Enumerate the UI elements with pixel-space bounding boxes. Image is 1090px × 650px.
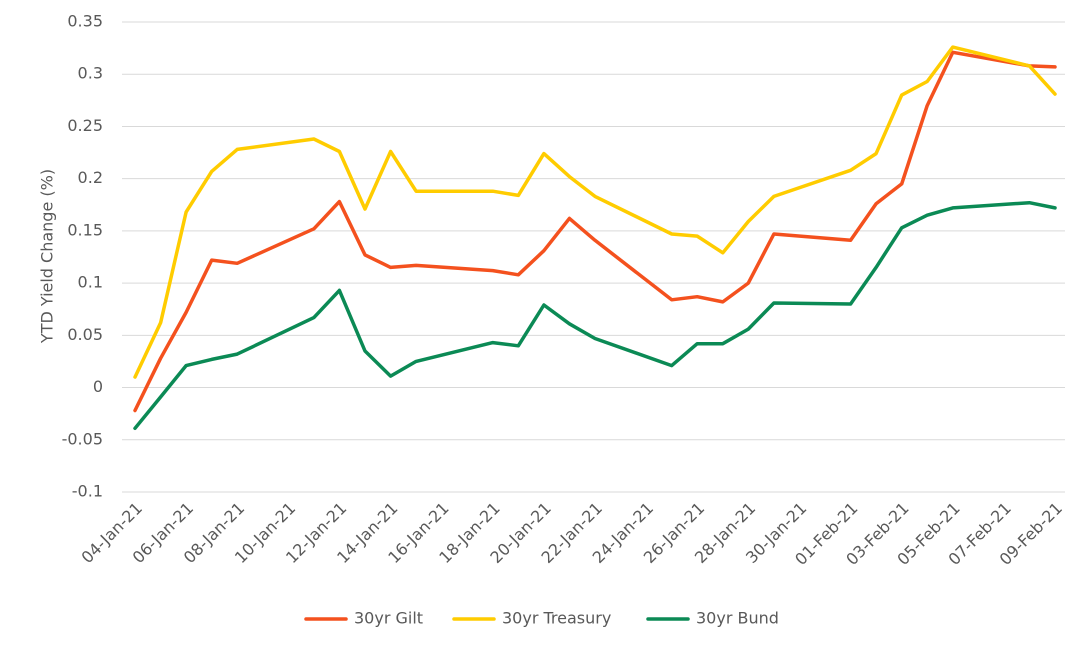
legend-label: 30yr Bund <box>696 609 779 628</box>
y-tick-label: 0.15 <box>67 220 103 239</box>
series-line-30yr-gilt <box>133 50 1057 413</box>
series-line-30yr-treasury <box>133 45 1057 379</box>
legend-label: 30yr Treasury <box>502 609 611 628</box>
y-tick-label: -0.1 <box>72 482 103 501</box>
y-tick-label: 0.35 <box>67 12 103 31</box>
y-tick-label: 0.3 <box>78 64 103 83</box>
x-axis-ticks: 04-Jan-2106-Jan-2108-Jan-2110-Jan-2112-J… <box>78 499 1066 569</box>
y-tick-label: 0.05 <box>67 325 103 344</box>
y-tick-label: 0.2 <box>78 168 103 187</box>
y-tick-label: -0.05 <box>62 429 103 448</box>
series-lines <box>133 45 1057 431</box>
legend-label: 30yr Gilt <box>354 609 423 628</box>
y-axis-ticks: -0.1 -0.05 0 0.05 0.1 0.15 0.2 0.25 0.3 0.35 <box>62 12 103 501</box>
gridlines <box>122 21 1065 493</box>
legend: 30yr Gilt 30yr Treasury 30yr Bund <box>304 609 779 628</box>
series-line-30yr-bund <box>133 200 1057 431</box>
y-tick-label: 0 <box>93 377 103 396</box>
y-tick-label: 0.1 <box>78 273 103 292</box>
y-tick-label: 0.25 <box>67 116 103 135</box>
y-axis-title: YTD Yield Change (%) <box>38 169 57 344</box>
